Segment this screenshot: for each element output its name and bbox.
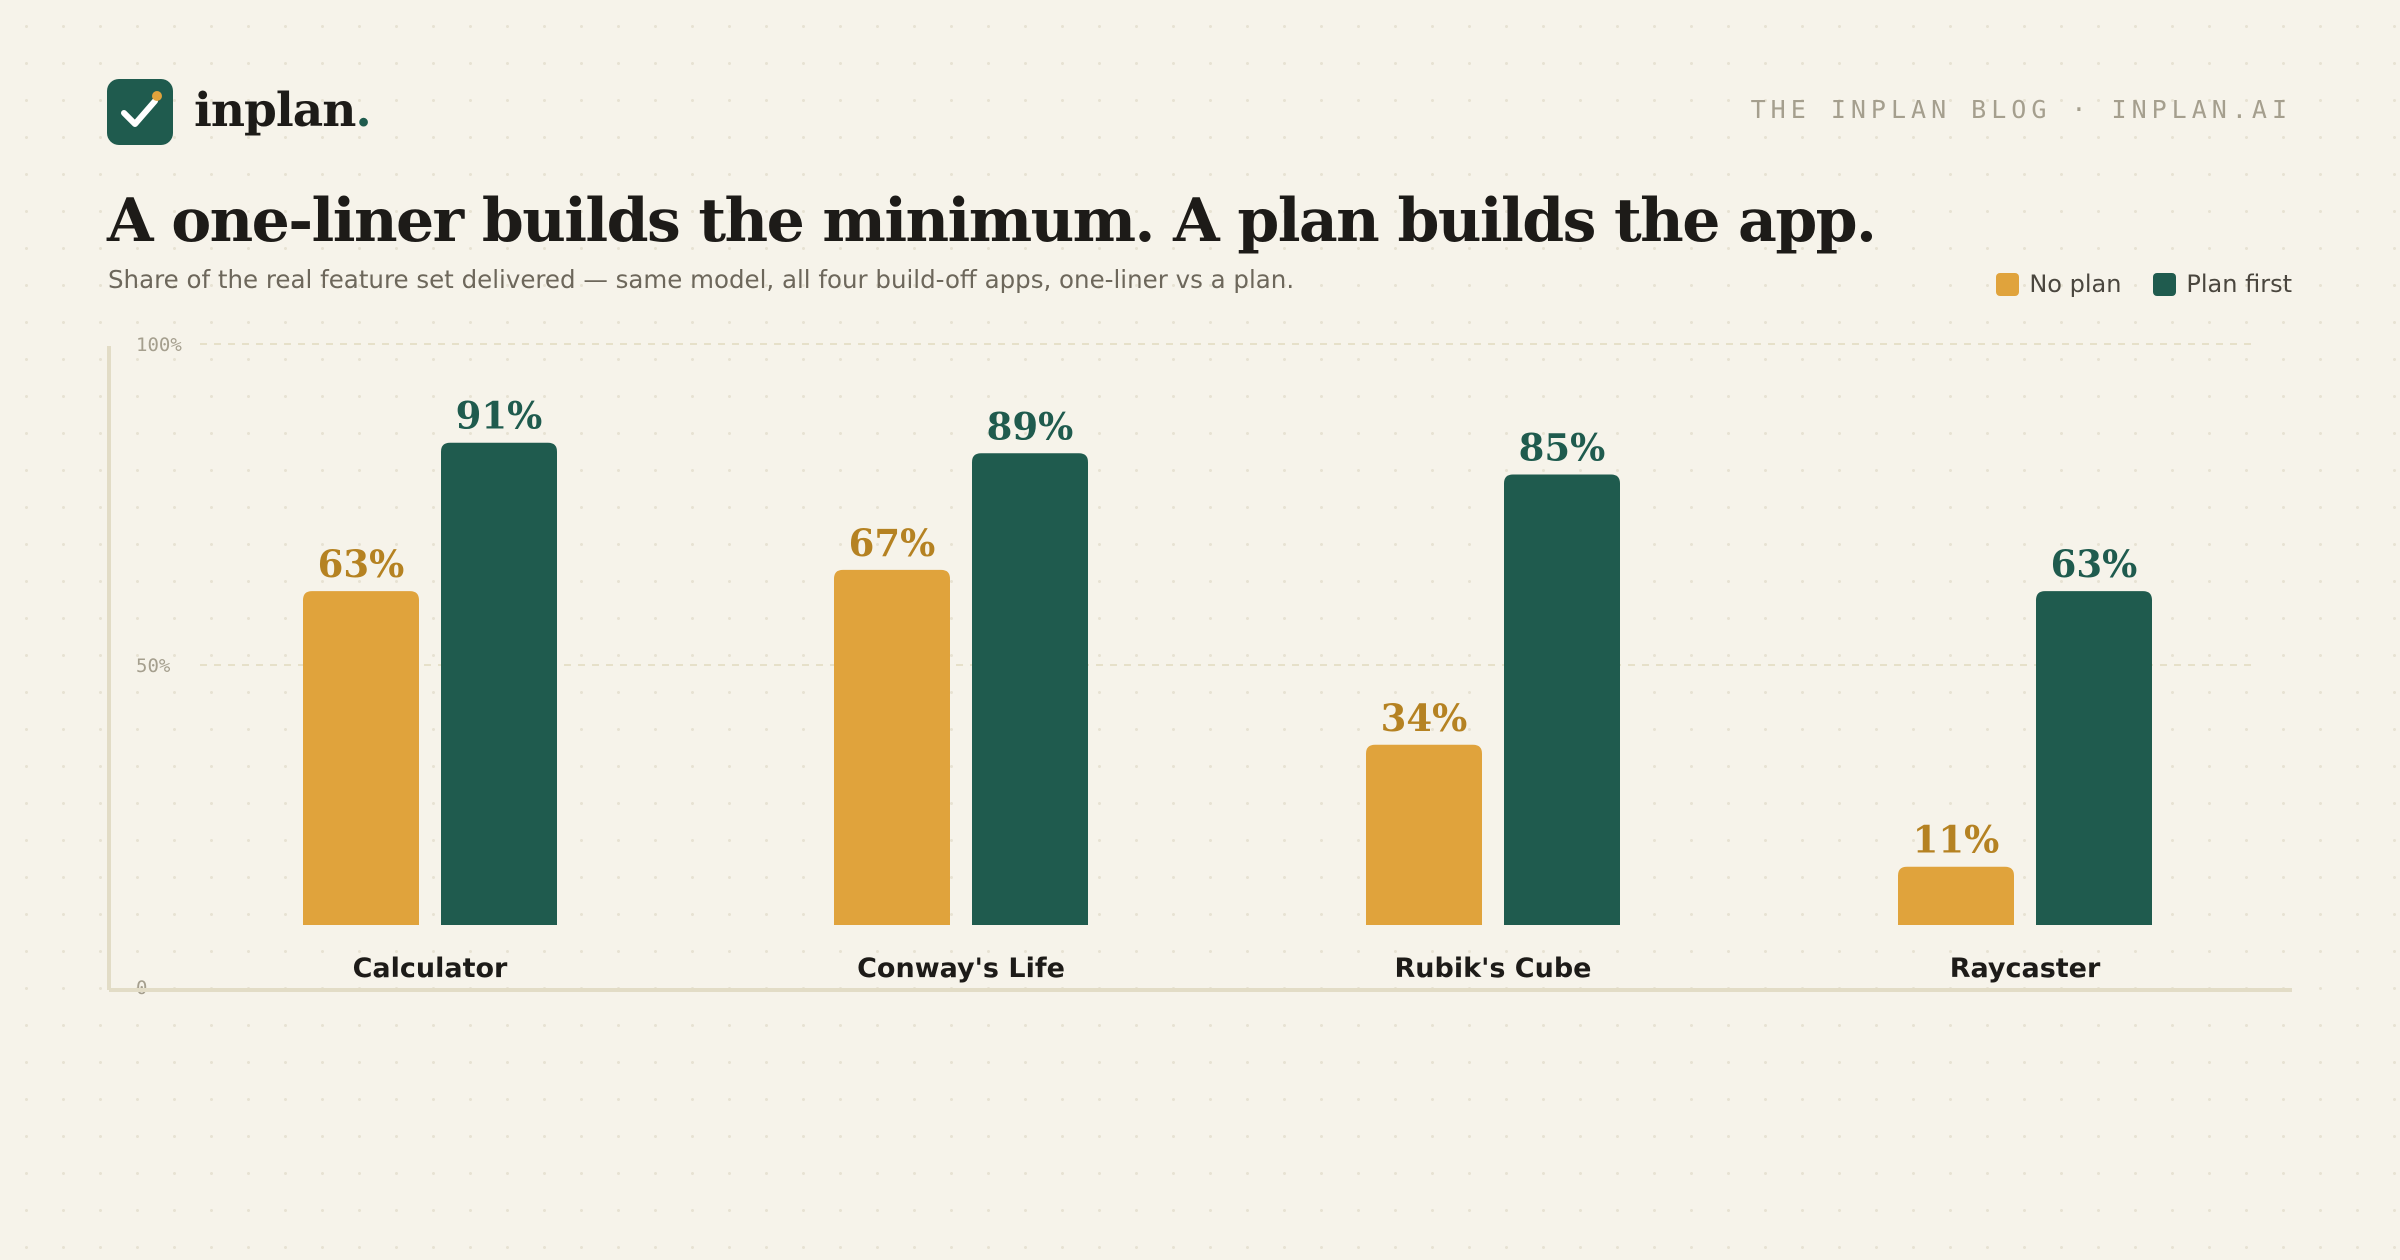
category-label: Raycaster — [1950, 953, 2101, 984]
brand-dot: . — [355, 83, 371, 138]
bar-no-plan — [303, 591, 419, 925]
bar-plan-first — [1504, 474, 1620, 925]
legend-item-plan-first: Plan first — [2153, 270, 2292, 298]
chart-title: A one-liner builds the minimum. A plan b… — [107, 186, 1877, 256]
legend-label-no-plan: No plan — [2029, 270, 2122, 298]
legend-swatch-no-plan — [1996, 272, 2020, 296]
value-label-no-plan: 67% — [849, 521, 936, 565]
legend-item-no-plan: No plan — [1996, 270, 2121, 298]
legend-label-plan-first: Plan first — [2186, 270, 2292, 298]
bar-no-plan — [834, 569, 950, 925]
header: inplan. THE INPLAN BLOG · INPLAN.AI — [107, 79, 2292, 145]
category-label: Calculator — [353, 953, 508, 984]
legend-swatch-plan-first — [2153, 272, 2177, 296]
category-label: Conway's Life — [857, 953, 1065, 984]
legend: No plan Plan first — [1964, 270, 2292, 298]
bar-plan-first — [972, 453, 1088, 925]
value-label-plan-first: 91% — [456, 394, 543, 438]
blog-tag: THE INPLAN BLOG · INPLAN.AI — [1750, 95, 2292, 124]
chart-subtitle: Share of the real feature set delivered … — [108, 265, 1295, 294]
bar-plan-first — [441, 442, 557, 925]
value-label-no-plan: 63% — [318, 542, 405, 586]
brand-wordmark: inplan — [194, 83, 356, 138]
brand-name: inplan. — [194, 81, 372, 141]
value-label-no-plan: 11% — [1913, 818, 2000, 862]
bar-no-plan — [1366, 744, 1482, 925]
y-tick-label: 100% — [136, 334, 182, 356]
value-label-plan-first: 85% — [1519, 426, 1606, 470]
value-label-plan-first: 63% — [2051, 542, 2138, 586]
bar-plan-first — [2036, 591, 2152, 925]
bar-no-plan — [1898, 866, 2014, 925]
category-label: Rubik's Cube — [1395, 953, 1592, 984]
y-tick-label: 50% — [136, 655, 171, 677]
checkmark-icon — [107, 79, 173, 145]
value-label-plan-first: 89% — [987, 404, 1074, 448]
value-label-no-plan: 34% — [1381, 696, 1468, 740]
